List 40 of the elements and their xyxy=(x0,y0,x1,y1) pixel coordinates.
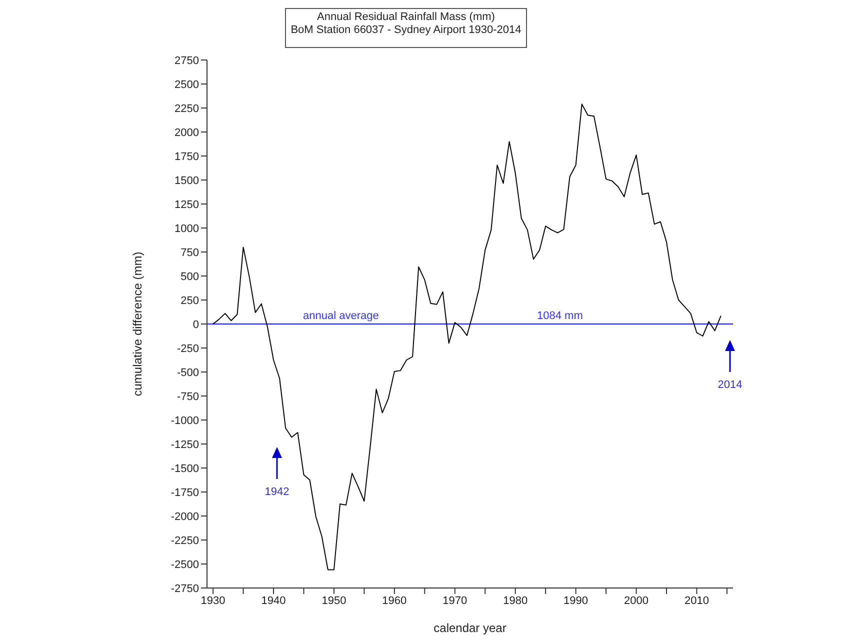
y-tick-label: 250 xyxy=(180,294,199,307)
y-axis-title: cumulative difference (mm) xyxy=(130,252,144,396)
y-tick-label: -2500 xyxy=(170,558,199,571)
y-tick-label: -750 xyxy=(176,390,199,403)
x-tick-label: 1990 xyxy=(564,594,588,607)
x-axis-title: calendar year xyxy=(434,621,506,635)
y-tick-label: -2000 xyxy=(170,510,199,523)
x-tick-label: 1930 xyxy=(200,594,226,607)
y-tick-label: 750 xyxy=(180,246,199,259)
y-tick-label: 0 xyxy=(192,318,199,331)
y-tick-label: 1500 xyxy=(174,174,199,187)
y-tick-label: 2250 xyxy=(174,102,199,115)
annotation: 1942 xyxy=(264,486,290,498)
x-tick-label: 1940 xyxy=(261,594,286,607)
annotation: 2014 xyxy=(718,379,742,391)
chart-subtitle: BoM Station 66037 - Sydney Airport 1930-2014 xyxy=(290,24,522,37)
x-tick-label: 1950 xyxy=(322,594,346,607)
x-tick-label: 2010 xyxy=(684,594,709,607)
y-tick-label: -1250 xyxy=(170,438,199,451)
y-tick-label: -2750 xyxy=(170,582,199,595)
x-tick-label: 2000 xyxy=(624,594,649,607)
y-tick-label: -250 xyxy=(176,342,199,355)
annotation: 1084 mm xyxy=(537,310,583,322)
y-tick-label: 2000 xyxy=(174,126,199,139)
y-tick-label: -2250 xyxy=(170,534,199,547)
y-tick-label: 2750 xyxy=(174,54,199,67)
y-tick-label: -1500 xyxy=(170,462,199,475)
y-tick-label: -500 xyxy=(176,366,199,379)
chart-title: Annual Residual Rainfall Mass (mm) xyxy=(316,11,496,24)
y-tick-label: -1750 xyxy=(170,486,199,499)
x-tick-label: 1980 xyxy=(503,594,528,607)
y-tick-label: 1000 xyxy=(174,222,199,235)
x-tick-label: 1960 xyxy=(382,594,407,607)
y-tick-label: 1250 xyxy=(174,198,199,211)
ref-line-label: annual average xyxy=(303,310,379,322)
y-tick-label: -1000 xyxy=(170,414,199,427)
y-tick-label: 2500 xyxy=(174,78,199,91)
y-tick-label: 1750 xyxy=(174,150,199,163)
y-tick-label: 500 xyxy=(180,270,199,283)
x-tick-label: 1970 xyxy=(442,594,468,607)
